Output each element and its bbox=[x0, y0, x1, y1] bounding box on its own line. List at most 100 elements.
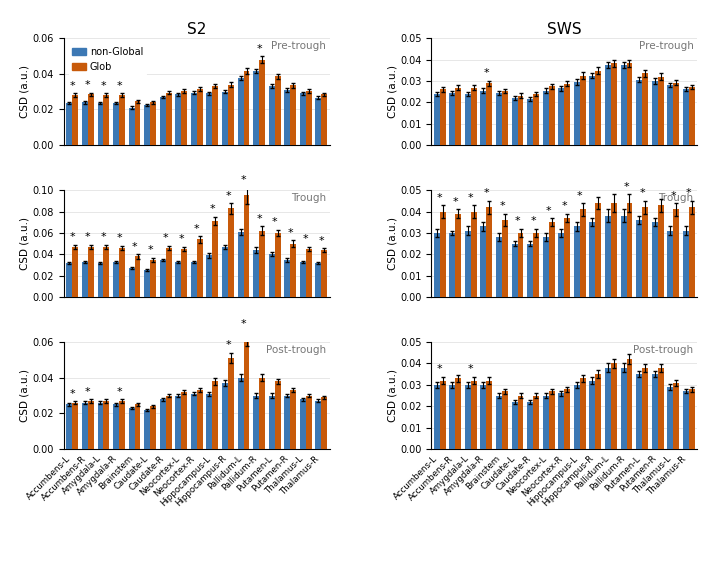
Bar bbox=[150, 102, 156, 145]
Bar bbox=[512, 402, 518, 449]
Bar bbox=[621, 367, 627, 449]
Bar bbox=[197, 89, 202, 145]
Bar bbox=[543, 90, 549, 145]
Bar bbox=[580, 210, 586, 297]
Bar bbox=[72, 247, 78, 297]
Text: *: * bbox=[225, 191, 231, 201]
Bar bbox=[673, 383, 679, 449]
Bar bbox=[238, 377, 244, 449]
Bar bbox=[465, 231, 471, 297]
Bar bbox=[316, 263, 321, 297]
Bar bbox=[98, 403, 103, 449]
Bar bbox=[533, 233, 539, 297]
Bar bbox=[590, 222, 595, 297]
Text: *: * bbox=[163, 234, 169, 244]
Text: *: * bbox=[639, 188, 645, 198]
Bar bbox=[290, 244, 296, 297]
Bar bbox=[321, 397, 327, 449]
Bar bbox=[636, 220, 642, 297]
Text: *: * bbox=[303, 234, 309, 244]
Bar bbox=[98, 263, 103, 297]
Bar bbox=[238, 232, 244, 297]
Bar bbox=[135, 102, 140, 145]
Text: *: * bbox=[577, 191, 583, 201]
Bar bbox=[642, 73, 648, 145]
Bar bbox=[316, 98, 321, 145]
Bar bbox=[683, 392, 689, 449]
Bar bbox=[228, 358, 234, 449]
Text: *: * bbox=[69, 232, 75, 242]
Bar bbox=[481, 227, 486, 297]
Bar bbox=[471, 380, 476, 449]
Bar bbox=[518, 233, 523, 297]
Bar bbox=[191, 394, 197, 449]
Text: *: * bbox=[85, 232, 91, 242]
Bar bbox=[527, 244, 533, 297]
Text: Post-trough: Post-trough bbox=[633, 345, 693, 355]
Bar bbox=[135, 404, 140, 449]
Bar bbox=[636, 80, 642, 145]
Bar bbox=[176, 396, 181, 449]
Bar bbox=[144, 271, 150, 297]
Bar bbox=[259, 59, 265, 145]
Bar bbox=[321, 250, 327, 297]
Bar bbox=[627, 63, 632, 145]
Bar bbox=[455, 379, 461, 449]
Bar bbox=[166, 396, 171, 449]
Bar bbox=[306, 396, 312, 449]
Bar bbox=[455, 88, 461, 145]
Y-axis label: CSD (a.u.): CSD (a.u.) bbox=[387, 217, 397, 270]
Bar bbox=[181, 249, 187, 297]
Y-axis label: CSD (a.u.): CSD (a.u.) bbox=[387, 369, 397, 422]
Bar bbox=[527, 402, 533, 449]
Bar bbox=[197, 239, 202, 297]
Bar bbox=[285, 90, 290, 145]
Text: *: * bbox=[210, 204, 215, 214]
Text: *: * bbox=[468, 193, 474, 203]
Bar bbox=[450, 385, 455, 449]
Bar bbox=[253, 71, 259, 145]
Bar bbox=[207, 93, 212, 145]
Bar bbox=[306, 91, 312, 145]
Bar bbox=[269, 254, 275, 297]
Bar bbox=[559, 233, 564, 297]
Bar bbox=[82, 262, 88, 297]
Bar bbox=[595, 70, 601, 145]
Bar bbox=[450, 93, 455, 145]
Bar bbox=[455, 214, 461, 297]
Bar bbox=[98, 103, 103, 145]
Bar bbox=[683, 231, 689, 297]
Text: *: * bbox=[546, 205, 552, 215]
Bar bbox=[658, 367, 663, 449]
Text: *: * bbox=[241, 174, 246, 184]
Bar bbox=[434, 94, 440, 145]
Bar bbox=[595, 203, 601, 297]
Bar bbox=[668, 231, 673, 297]
Text: *: * bbox=[484, 68, 489, 78]
Bar bbox=[636, 374, 642, 449]
Title: SWS: SWS bbox=[547, 22, 581, 37]
Bar bbox=[212, 382, 218, 449]
Bar bbox=[82, 102, 88, 145]
Bar bbox=[82, 403, 88, 449]
Bar bbox=[181, 392, 187, 449]
Bar bbox=[502, 91, 508, 145]
Bar bbox=[119, 401, 125, 449]
Bar bbox=[67, 103, 72, 145]
Text: Pre-trough: Pre-trough bbox=[639, 41, 693, 52]
Bar bbox=[290, 86, 296, 145]
Legend: non-Global, Glob: non-Global, Glob bbox=[69, 43, 147, 76]
Bar bbox=[197, 390, 202, 449]
Bar bbox=[652, 222, 658, 297]
Bar bbox=[269, 86, 275, 145]
Bar bbox=[160, 399, 166, 449]
Bar bbox=[564, 218, 570, 297]
Bar bbox=[486, 207, 492, 297]
Bar bbox=[486, 380, 492, 449]
Bar bbox=[590, 76, 595, 145]
Bar bbox=[207, 255, 212, 297]
Y-axis label: CSD (a.u.): CSD (a.u.) bbox=[20, 65, 30, 118]
Bar bbox=[440, 211, 445, 297]
Bar bbox=[642, 207, 648, 297]
Bar bbox=[580, 76, 586, 145]
